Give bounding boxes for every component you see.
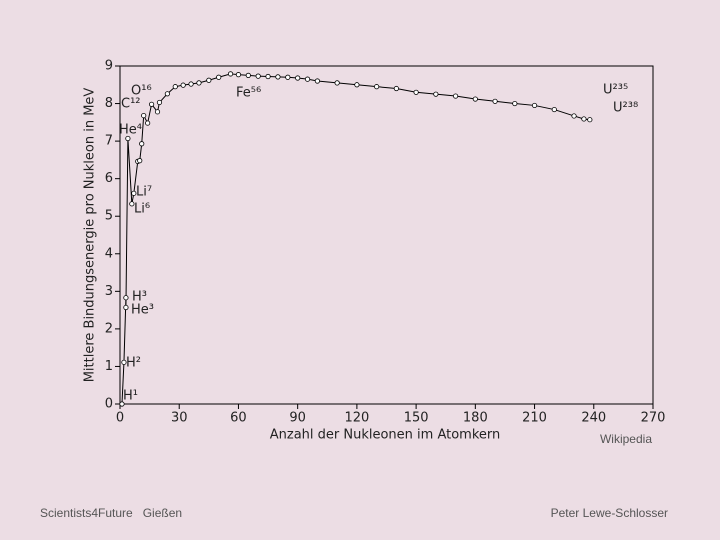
data-point — [393, 85, 399, 92]
data-point — [123, 295, 129, 301]
data-point — [156, 99, 163, 106]
y-tick-label: 2 — [105, 321, 113, 336]
data-point — [245, 72, 251, 78]
data-point — [433, 91, 439, 97]
source: Wikipedia — [600, 432, 652, 446]
data-point — [314, 78, 321, 84]
data-point — [125, 135, 131, 142]
data-point — [531, 102, 538, 109]
plot-frame — [119, 65, 654, 405]
data-point — [227, 71, 234, 77]
data-point — [285, 74, 291, 80]
data-point — [154, 109, 161, 115]
annotation: He⁴ — [119, 123, 142, 138]
annotation: Li⁷ — [136, 185, 152, 200]
y-tick-label: 0 — [105, 397, 113, 412]
annotation: He³ — [131, 303, 154, 318]
y-tick-label: 6 — [105, 171, 113, 186]
y-tick-label: 5 — [105, 209, 113, 224]
data-point — [472, 96, 478, 102]
annotation: H³ — [132, 290, 147, 305]
annotation: C¹² — [121, 97, 141, 112]
data-point — [119, 401, 125, 407]
data-point — [374, 84, 380, 90]
data-point — [139, 141, 145, 147]
x-tick-label: 30 — [171, 411, 188, 426]
data-point — [265, 73, 271, 80]
data-point — [121, 359, 127, 365]
data-point — [235, 72, 242, 78]
x-tick-label: 90 — [289, 411, 306, 426]
footer-left: Scientists4Future Gießen — [40, 506, 182, 520]
data-point — [123, 304, 129, 311]
annotation: U²³⁸ — [613, 101, 638, 116]
data-point — [196, 80, 202, 86]
x-tick-label: 240 — [581, 411, 606, 426]
data-point — [255, 73, 261, 79]
data-point — [452, 93, 459, 99]
data-point — [512, 100, 518, 107]
y-tick-label: 3 — [105, 284, 113, 299]
y-tick-label: 1 — [105, 359, 113, 374]
data-point — [141, 112, 147, 119]
data-point — [137, 158, 143, 164]
x-tick-label: 120 — [344, 411, 369, 426]
data-point — [180, 82, 186, 88]
y-axis-label: Mittlere Bindungsenergie pro Nukleon in … — [83, 88, 98, 383]
data-point — [131, 190, 137, 196]
annotation: Li⁶ — [134, 202, 150, 217]
data-point — [581, 116, 587, 122]
annotation: U²³⁵ — [603, 83, 628, 98]
data-point — [172, 84, 178, 90]
data-point — [206, 77, 212, 83]
data-point — [148, 101, 155, 107]
y-tick-label: 8 — [105, 96, 113, 111]
annotation: H² — [126, 356, 141, 371]
data-point — [354, 82, 360, 88]
data-point — [304, 76, 311, 82]
annotation: H¹ — [123, 389, 138, 404]
annotation: Fe⁵⁶ — [236, 86, 261, 101]
data-point — [216, 74, 222, 80]
x-tick-label: 0 — [116, 411, 124, 426]
data-point — [295, 75, 301, 81]
x-tick-label: 210 — [522, 411, 547, 426]
data-point — [551, 106, 557, 113]
annotation: O¹⁶ — [131, 84, 152, 99]
x-tick-label: 270 — [641, 411, 666, 426]
x-axis-label: Anzahl der Nukleonen im Atomkern — [270, 428, 501, 443]
x-tick-label: 60 — [230, 411, 247, 426]
data-point — [145, 120, 151, 126]
x-tick-label: 150 — [404, 411, 429, 426]
data-point — [129, 201, 135, 207]
y-tick-label: 4 — [105, 246, 113, 261]
y-tick-label: 7 — [105, 134, 113, 149]
data-point — [492, 98, 498, 104]
data-point — [188, 81, 194, 87]
data-line — [121, 73, 590, 405]
footer-right: Peter Lewe-Schlosser — [551, 506, 668, 520]
data-point — [571, 113, 577, 119]
y-tick-label: 9 — [105, 59, 113, 74]
data-point — [334, 80, 340, 86]
x-tick-label: 180 — [463, 411, 488, 426]
data-point — [275, 74, 281, 80]
data-point — [413, 89, 419, 95]
data-point — [587, 117, 593, 123]
data-point — [164, 91, 170, 97]
